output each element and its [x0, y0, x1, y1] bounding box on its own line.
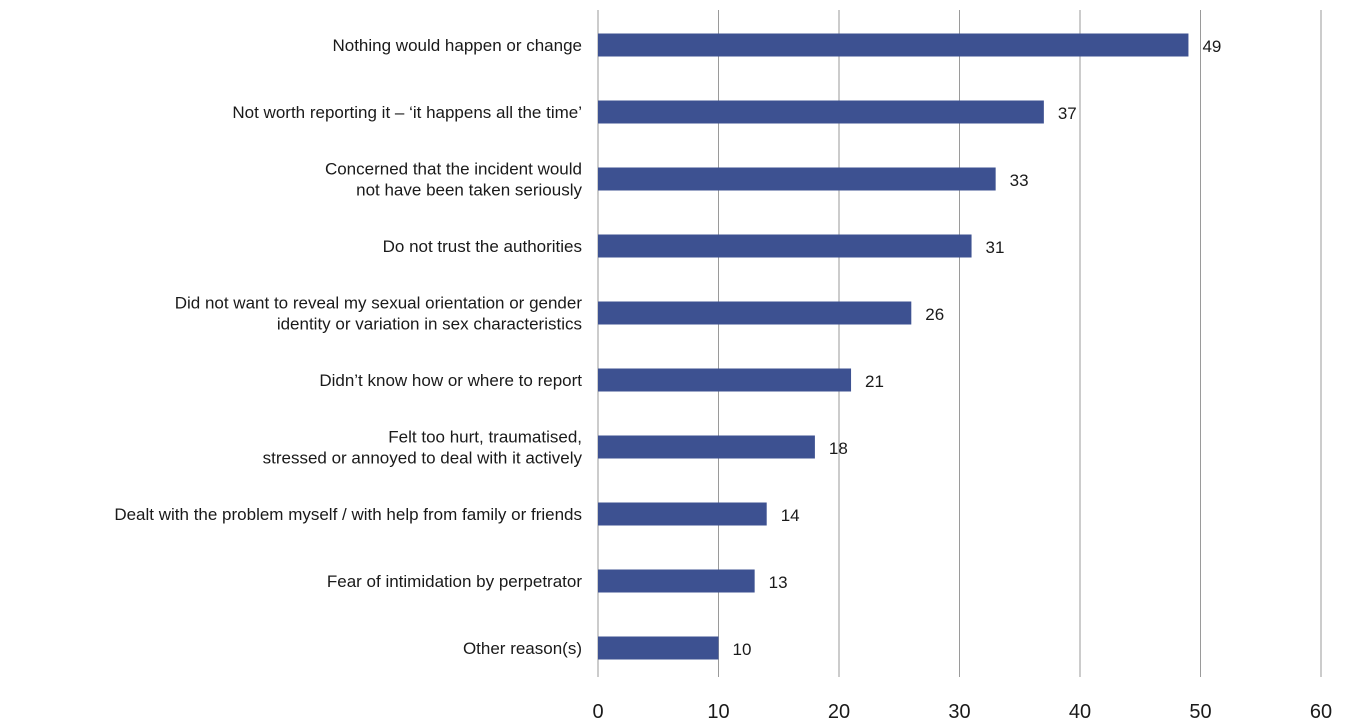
- bars: [598, 33, 1189, 660]
- category-label: Felt too hurt, traumatised, stressed or a…: [263, 428, 583, 468]
- bar: [598, 167, 996, 191]
- bar: [598, 301, 912, 325]
- x-tick-label: 10: [707, 701, 729, 722]
- data-label: 31: [986, 238, 1005, 257]
- category-labels: Nothing would happen or change Not worth …: [114, 36, 582, 658]
- category-label: Not worth reporting it – ‘it happens all…: [232, 103, 582, 122]
- data-label: 33: [1010, 171, 1029, 190]
- category-label: Fear of intimidation by perpetrator: [327, 572, 582, 591]
- data-label: 21: [865, 372, 884, 391]
- value-labels: 49 37 33 31 26 21 18 14 13 10: [733, 37, 1222, 659]
- bar: [598, 368, 852, 392]
- bar: [598, 569, 755, 593]
- data-label: 14: [781, 506, 800, 525]
- x-tick-label: 0: [592, 701, 603, 722]
- data-label: 37: [1058, 104, 1077, 123]
- x-axis-ticks: 0 10 20 30 40 50 60: [592, 701, 1332, 723]
- data-label: 10: [733, 640, 752, 659]
- bar: [598, 100, 1044, 124]
- bar: [598, 435, 815, 459]
- category-label: Didn’t know how or where to report: [319, 371, 582, 390]
- x-tick-label: 20: [828, 701, 850, 722]
- data-label: 13: [769, 573, 788, 592]
- category-label: Other reason(s): [463, 639, 582, 658]
- category-label: Do not trust the authorities: [383, 237, 582, 256]
- category-label: Concerned that the incident would not hav…: [325, 160, 583, 200]
- x-tick-label: 40: [1069, 701, 1091, 722]
- bar: [598, 636, 719, 660]
- category-label: Did not want to reveal my sexual orienta…: [175, 294, 583, 334]
- x-tick-label: 60: [1310, 701, 1332, 722]
- data-label: 18: [829, 439, 848, 458]
- x-tick-label: 30: [948, 701, 970, 722]
- category-label: Nothing would happen or change: [332, 36, 582, 55]
- bar: [598, 502, 767, 526]
- x-tick-label: 50: [1189, 701, 1211, 722]
- data-label: 49: [1202, 37, 1221, 56]
- data-label: 26: [925, 305, 944, 324]
- bar: [598, 234, 972, 258]
- category-label: Dealt with the problem myself / with hel…: [114, 505, 582, 524]
- bar: [598, 33, 1189, 57]
